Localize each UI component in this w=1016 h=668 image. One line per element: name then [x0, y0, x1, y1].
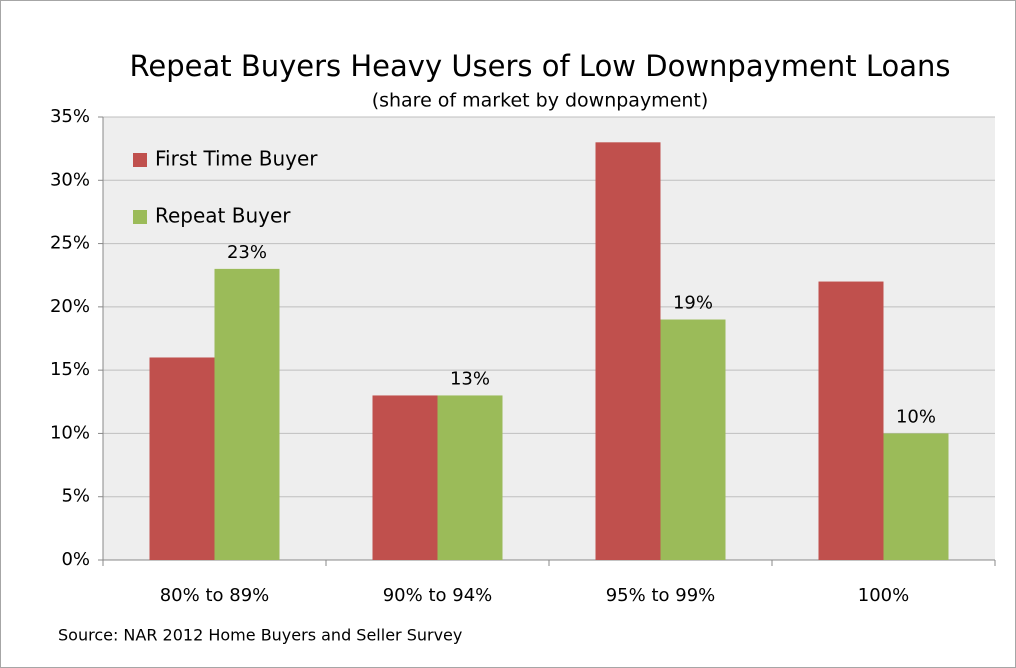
- legend-swatch: [133, 153, 147, 167]
- value-label: 13%: [450, 368, 490, 389]
- y-tick-label: 15%: [50, 359, 90, 380]
- bar: [883, 433, 949, 560]
- y-tick-label: 0%: [61, 549, 90, 570]
- legend-label: Repeat Buyer: [155, 204, 291, 228]
- y-tick-label: 5%: [61, 486, 90, 507]
- y-tick-label: 30%: [50, 169, 90, 190]
- value-label: 23%: [227, 242, 267, 263]
- x-tick-label: 90% to 94%: [383, 585, 493, 606]
- bar: [818, 281, 884, 560]
- bar: [149, 357, 215, 560]
- legend-swatch: [133, 210, 147, 224]
- value-label: 19%: [673, 293, 713, 314]
- bar: [660, 319, 726, 560]
- source-note: Source: NAR 2012 Home Buyers and Seller …: [58, 626, 462, 645]
- x-tick-label: 80% to 89%: [160, 585, 270, 606]
- x-tick-label: 100%: [858, 585, 909, 606]
- y-tick-label: 25%: [50, 233, 90, 254]
- bar: [595, 142, 661, 561]
- x-tick-label: 95% to 99%: [606, 585, 716, 606]
- chart-title: Repeat Buyers Heavy Users of Low Downpay…: [130, 49, 951, 83]
- y-tick-label: 35%: [50, 106, 90, 127]
- value-label: 10%: [896, 406, 936, 427]
- y-tick-label: 20%: [50, 296, 90, 317]
- bar: [437, 395, 503, 560]
- chart-subtitle: (share of market by downpayment): [372, 90, 709, 112]
- bar: [214, 268, 280, 560]
- y-tick-label: 10%: [50, 422, 90, 443]
- legend-label: First Time Buyer: [155, 147, 318, 171]
- bar: [372, 395, 438, 560]
